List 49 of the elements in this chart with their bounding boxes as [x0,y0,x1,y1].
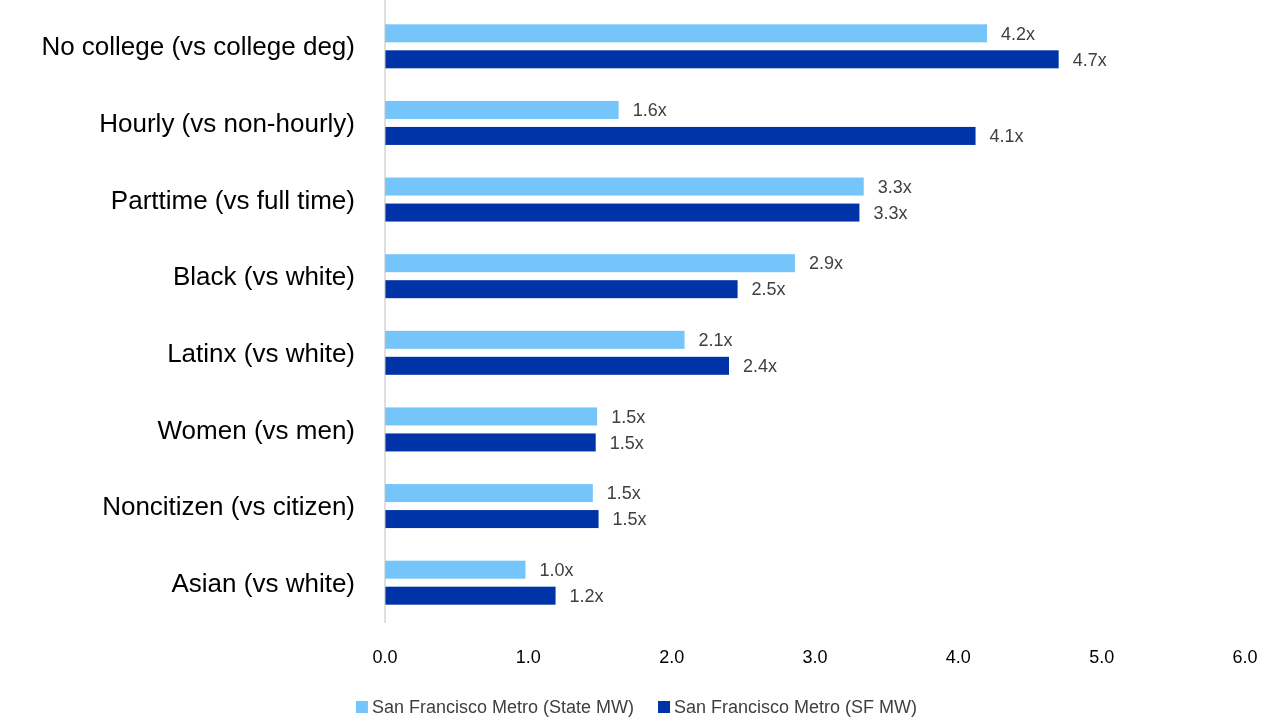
bar [385,560,526,579]
bar [385,510,599,529]
bar [385,254,795,273]
bar [385,126,976,145]
x-tick-label: 6.0 [1232,647,1258,667]
data-label: 3.3x [877,176,912,197]
bar [385,177,864,196]
data-label: 1.5x [606,483,641,504]
y-tick-label: Asian (vs white) [171,567,355,598]
y-tick-label: Latinx (vs white) [167,337,355,368]
data-label: 2.1x [698,330,733,351]
data-label: 4.2x [1001,23,1036,44]
y-tick-label: Hourly (vs non-hourly) [99,108,355,139]
bar [385,484,593,503]
bar [385,280,738,299]
x-tick-label: 4.0 [945,647,971,667]
data-label: 1.5x [612,509,647,530]
data-label: 4.1x [989,126,1024,147]
data-label: 2.9x [808,253,843,274]
data-label: 3.3x [873,202,908,223]
x-tick-label: 1.0 [515,647,541,667]
bar [385,407,598,426]
y-tick-label: Black (vs white) [172,261,355,292]
data-label: 1.5x [611,406,646,427]
bar [385,356,729,375]
y-tick-label: No college (vs college deg) [41,31,355,62]
data-label: 1.2x [569,585,604,606]
data-label: 2.5x [751,279,786,300]
bar [385,330,685,349]
data-label: 1.6x [632,100,667,121]
data-label: 1.0x [539,559,574,580]
bar [385,24,987,43]
legend-label: San Francisco Metro (State MW) [371,697,635,718]
legend-label: San Francisco Metro (SF MW) [674,697,918,718]
data-label: 1.5x [609,432,644,453]
bar [385,50,1059,69]
data-label: 4.7x [1072,49,1107,70]
bar [385,203,860,222]
x-tick-label: 5.0 [1089,647,1115,667]
y-tick-label: Noncitizen (vs citizen) [102,491,355,522]
bar [385,433,596,452]
bar [385,586,556,605]
x-tick-label: 3.0 [802,647,828,667]
x-tick-label: 0.0 [372,647,398,667]
data-label: 2.4x [743,356,778,377]
y-tick-label: Parttime (vs full time) [110,184,355,215]
bar [385,100,619,119]
x-tick-label: 2.0 [659,647,685,667]
y-tick-label: Women (vs men) [157,414,355,445]
